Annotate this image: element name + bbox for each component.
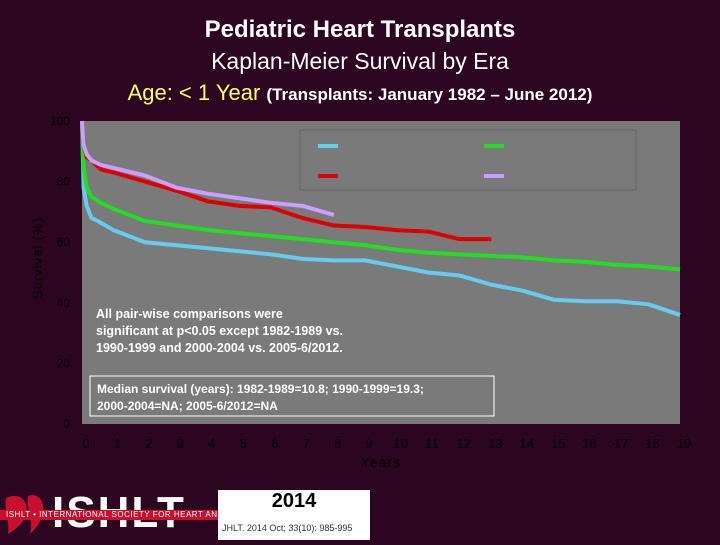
y-tick-label: 100 — [50, 114, 70, 128]
transplant-range-label: (Transplants: January 1982 – June 2012) — [266, 85, 593, 104]
y-tick-label: 80 — [57, 175, 71, 189]
x-tick-label: 17 — [614, 436, 628, 451]
x-tick-label: 4 — [208, 436, 215, 451]
chart-subtitle: Kaplan-Meier Survival by Era — [211, 48, 509, 74]
annotation-line-2: significant at p<0.05 except 1982-1989 v… — [96, 324, 343, 338]
x-tick-label: 13 — [488, 436, 502, 451]
x-tick-label: 6 — [271, 436, 278, 451]
x-axis-label: Years — [361, 454, 401, 470]
y-tick-label: 60 — [57, 235, 71, 249]
y-tick-label: 20 — [57, 356, 71, 370]
x-tick-label: 8 — [334, 436, 341, 451]
x-tick-label: 16 — [582, 436, 596, 451]
x-tick-label: 11 — [425, 436, 439, 451]
x-tick-label: 10 — [394, 436, 408, 451]
median-line-1: Median survival (years): 1982-1989=10.8;… — [97, 382, 424, 396]
x-tick-label: 1 — [114, 436, 121, 451]
publication-year: 2014 — [271, 490, 317, 512]
x-axis: 0 1 2 3 4 5 6 7 8 9 10 11 12 13 14 15 16 17 18 19 — [82, 436, 691, 451]
x-tick-label: 5 — [240, 436, 247, 451]
median-line-2: 2000-2004=NA; 2005-6/2012=NA — [97, 399, 278, 413]
x-tick-label: 15 — [551, 436, 565, 451]
org-name-band: ISHLT • INTERNATIONAL SOCIETY FOR HEART … — [0, 510, 370, 520]
citation-box: 2014 JHLT. 2014 Oct; 33(10): 985-995 — [218, 490, 370, 540]
x-tick-label: 3 — [177, 436, 184, 451]
y-tick-label: 0 — [63, 417, 70, 431]
journal-citation: JHLT. 2014 Oct; 33(10): 985-995 — [222, 523, 353, 533]
series-line-4 — [80, 120, 335, 217]
series-line-2 — [80, 120, 681, 272]
chart-age-line: Age: < 1 Year (Transplants: January 1982… — [0, 80, 720, 106]
x-tick-label: 12 — [456, 436, 470, 451]
series-line-1 — [80, 120, 681, 317]
org-name: ISHLT • INTERNATIONAL SOCIETY FOR HEART … — [6, 510, 338, 519]
y-axis: 0 20 40 60 80 100 — [50, 114, 70, 431]
x-tick-label: 7 — [303, 436, 310, 451]
x-tick-label: 14 — [519, 436, 533, 451]
x-tick-label: 19 — [677, 436, 691, 451]
x-tick-label: 9 — [366, 436, 373, 451]
legend-box — [299, 129, 637, 191]
age-label: Age: < 1 Year — [127, 80, 261, 105]
median-box — [89, 375, 495, 417]
y-tick-label: 40 — [57, 296, 71, 310]
x-tick-label: 0 — [82, 436, 89, 451]
annotation-line-3: 1990-1999 and 2000-2004 vs. 2005-6/2012. — [96, 341, 343, 355]
annotation-line-1: All pair-wise comparisons were — [96, 307, 283, 321]
x-tick-label: 2 — [145, 436, 152, 451]
legend — [318, 144, 504, 178]
series-lines — [80, 120, 681, 317]
y-axis-label: Survival (%) — [30, 217, 45, 299]
chart-title: Pediatric Heart Transplants — [204, 16, 516, 43]
x-tick-label: 18 — [645, 436, 659, 451]
